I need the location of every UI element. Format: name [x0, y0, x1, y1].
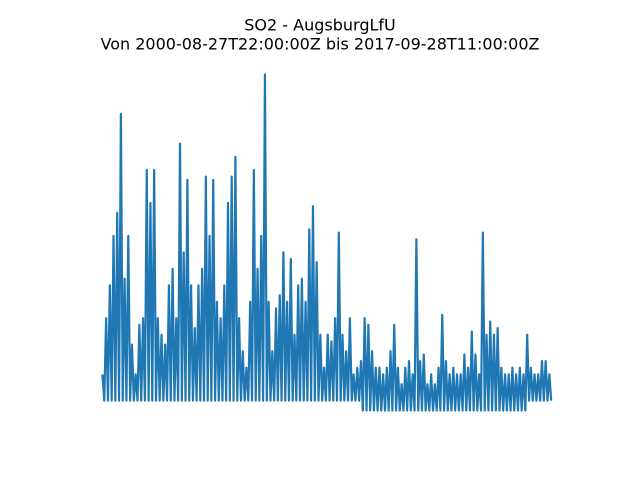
data-line — [101, 73, 553, 412]
chart-subtitle: Von 2000-08-27T22:00:00Z bis 2017-09-28T… — [101, 35, 540, 54]
chart-title: SO2 - AugsburgLfU — [244, 16, 395, 35]
